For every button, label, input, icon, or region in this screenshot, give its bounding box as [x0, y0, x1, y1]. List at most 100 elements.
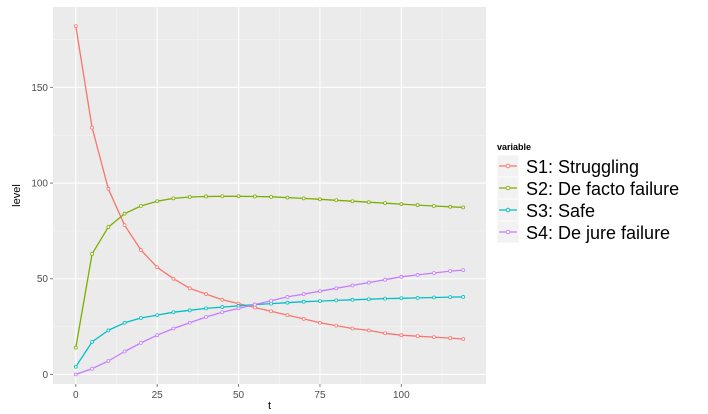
data-point [334, 298, 339, 303]
data-point [220, 194, 225, 199]
data-point [171, 276, 176, 281]
data-point [461, 268, 466, 273]
legend-key-point [505, 163, 511, 169]
data-point [122, 223, 127, 228]
y-tick-label: 100 [31, 179, 48, 190]
data-point [301, 196, 306, 201]
x-tick-label: 75 [314, 390, 326, 401]
data-point [204, 306, 208, 311]
legend-label: S4: De jure failure [526, 223, 670, 243]
series-2 [73, 194, 466, 350]
data-point [236, 194, 241, 199]
x-tick-label: 25 [152, 390, 164, 401]
data-point [269, 298, 274, 303]
data-point [90, 366, 94, 371]
data-point [285, 195, 290, 200]
data-point [106, 186, 111, 191]
data-point [122, 211, 127, 216]
data-point [73, 372, 78, 377]
series-1 [73, 24, 466, 341]
y-axis-title: level [11, 184, 23, 207]
data-point [448, 336, 453, 340]
data-point [383, 331, 387, 336]
data-point [122, 349, 127, 354]
data-point [204, 194, 208, 199]
series-layer [73, 24, 466, 377]
series-4 [73, 268, 466, 377]
data-point [155, 199, 160, 204]
series-3 [73, 295, 466, 369]
data-point [285, 300, 290, 305]
data-point [448, 204, 453, 209]
legend-label: S2: De facto failure [526, 179, 679, 199]
data-point [269, 194, 274, 199]
data-point [415, 334, 420, 339]
data-point [139, 316, 143, 320]
data-point [90, 125, 94, 130]
data-point [318, 320, 322, 325]
data-point [301, 292, 306, 296]
data-point [301, 299, 306, 304]
data-point [432, 335, 436, 340]
data-point [399, 296, 404, 301]
data-point [171, 196, 176, 201]
data-point [236, 306, 241, 311]
data-point [432, 271, 436, 275]
data-point [350, 283, 355, 288]
data-point [432, 295, 436, 300]
data-point [399, 333, 404, 338]
data-point [155, 265, 160, 270]
data-point [366, 280, 371, 285]
data-point [318, 289, 322, 294]
x-tick-label: 100 [393, 390, 410, 401]
data-point [415, 203, 420, 207]
data-point [366, 328, 371, 333]
data-point [106, 359, 111, 363]
data-point [334, 323, 339, 328]
data-point [155, 313, 160, 318]
data-point [155, 333, 160, 338]
data-point [220, 305, 225, 309]
data-point [90, 339, 94, 344]
legend-key-point [505, 207, 511, 213]
data-point [383, 277, 387, 282]
data-point [461, 337, 466, 341]
data-point [383, 201, 387, 206]
legend-label: S1: Struggling [526, 157, 639, 177]
data-point [220, 310, 225, 315]
data-point [334, 198, 339, 203]
legend-item: S1: Struggling [496, 154, 639, 178]
data-point [171, 326, 176, 331]
data-point [73, 364, 78, 369]
data-point [187, 308, 192, 313]
data-point [187, 195, 192, 199]
y-tick-label: 50 [37, 274, 49, 285]
data-point [301, 317, 306, 321]
data-point [204, 292, 208, 296]
data-point [204, 315, 208, 319]
x-tick-label: 50 [233, 390, 245, 401]
data-point [285, 295, 290, 299]
data-point [366, 297, 371, 302]
data-point [139, 340, 143, 345]
data-point [252, 302, 257, 307]
data-point [399, 274, 404, 279]
plot-panel [53, 7, 486, 384]
data-point [73, 24, 78, 29]
data-point [350, 326, 355, 331]
data-point [461, 295, 466, 299]
data-point [187, 320, 192, 325]
data-point [366, 200, 371, 205]
data-point [350, 199, 355, 204]
minor-gridlines [53, 7, 486, 384]
data-point [139, 248, 143, 252]
data-point [318, 197, 322, 202]
legend-label: S3: Safe [526, 201, 595, 221]
data-point [171, 310, 176, 315]
data-point [73, 345, 78, 350]
data-point [461, 205, 466, 210]
data-point [334, 286, 339, 291]
data-point [252, 194, 257, 199]
